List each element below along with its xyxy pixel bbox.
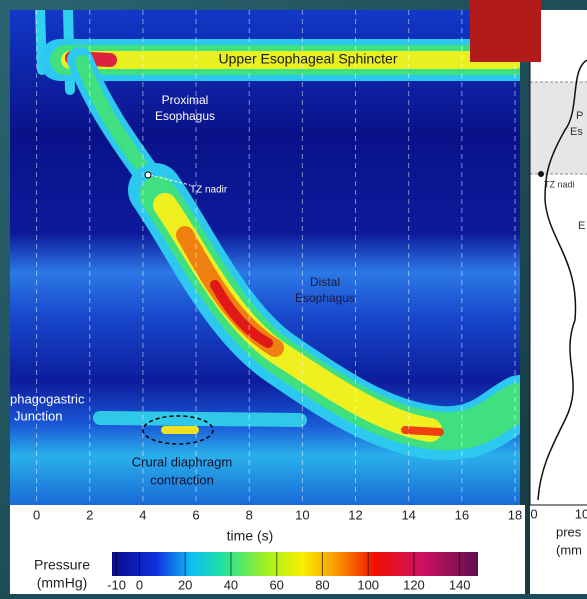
contraction xyxy=(405,430,440,432)
annotation: Esophagus xyxy=(295,291,355,305)
annotation: Crural diaphragm xyxy=(132,454,232,469)
side-label: P xyxy=(576,110,583,122)
colorbar-tick-label: 140 xyxy=(449,577,471,592)
colorbar-ramp xyxy=(112,552,478,576)
heatmap: Upper Esophageal Sphincter Proximal Esop… xyxy=(10,10,520,505)
x-tick-label: 8 xyxy=(246,507,253,522)
colorbar-tick-label: -10 xyxy=(107,577,126,592)
x-tick-label: 4 xyxy=(139,507,146,522)
x-tick-label: 6 xyxy=(192,507,199,522)
x-axis-label: time (s) xyxy=(227,528,274,544)
x-tick-label: 2 xyxy=(86,507,93,522)
side-axis-label: pres xyxy=(556,524,582,539)
slide: Upper Esophageal Sphincter Proximal Esop… xyxy=(0,0,587,594)
x-tick-label: 10 xyxy=(295,507,309,522)
colorbar-tick-label: 40 xyxy=(224,577,238,592)
side-point xyxy=(538,171,544,177)
colorbar-tick-label: 100 xyxy=(357,577,379,592)
side-panel: P Es TZ nadi E 0 10 pres (mm xyxy=(530,10,587,594)
colorbar-tick-label: 60 xyxy=(269,577,283,592)
annotation: Proximal xyxy=(162,93,209,107)
colorbar-tick-label: 0 xyxy=(136,577,143,592)
side-label: Es xyxy=(570,126,583,138)
annotation: contraction xyxy=(150,472,214,487)
annotation: phagogastric xyxy=(10,391,85,406)
side-tick-label: 0 xyxy=(530,506,537,521)
side-label: E xyxy=(578,220,585,232)
colorbar-label: (mmHg) xyxy=(37,575,88,591)
page: Upper Esophageal Sphincter Proximal Esop… xyxy=(0,0,587,594)
annotation: Esophagus xyxy=(155,109,215,123)
colorbar-tick-label: 120 xyxy=(403,577,425,592)
x-tick-label: 18 xyxy=(508,507,522,522)
colorbar-tick-label: 20 xyxy=(178,577,192,592)
annotation: TZ nadir xyxy=(190,185,228,196)
side-label: TZ nadi xyxy=(544,179,575,189)
x-tick-label: 16 xyxy=(455,507,469,522)
annotation: Junction xyxy=(14,408,62,423)
decor-square xyxy=(470,0,541,62)
x-tick-label: 0 xyxy=(33,507,40,522)
x-tick-label: 12 xyxy=(348,507,362,522)
x-tick-label: 14 xyxy=(401,507,415,522)
annotation: Distal xyxy=(310,275,340,289)
tz-point xyxy=(145,172,151,178)
colorbar-tick-label: 80 xyxy=(315,577,329,592)
annotation: Upper Esophageal Sphincter xyxy=(218,51,397,67)
colorbar-label: Pressure xyxy=(34,557,90,573)
side-tick-label: 10 xyxy=(575,506,587,521)
side-axis-label: (mm xyxy=(556,542,582,557)
